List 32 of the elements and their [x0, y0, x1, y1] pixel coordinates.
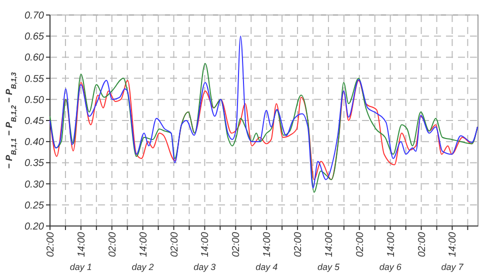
- y-tick-label: 0.70: [24, 10, 44, 22]
- x2-tick-label: day 1: [70, 262, 92, 272]
- x-tick-label: 14:00: [448, 232, 459, 258]
- x-tick-label: 02:00: [107, 232, 118, 258]
- x-tick-label: 14:00: [324, 232, 335, 258]
- y-tick-label: 0.55: [24, 74, 44, 85]
- x-tick-label: 14:00: [76, 232, 88, 258]
- x-tick-label: 02:00: [231, 232, 242, 258]
- x2-tick-label: day 6: [379, 262, 402, 272]
- x-tick-label: 02:00: [169, 232, 180, 258]
- y-tick-label: 0.35: [24, 158, 44, 170]
- x-tick-label: 02:00: [46, 232, 56, 258]
- y-tick-label: 0.30: [24, 179, 44, 190]
- x-tick-label: 14:00: [386, 232, 397, 258]
- y-tick-label: 0.40: [24, 137, 44, 148]
- x2-tick-label: day 7: [441, 262, 464, 272]
- x2-tick-label: day 5: [317, 262, 340, 272]
- x-tick-label: 14:00: [138, 232, 150, 258]
- y-tick-label: 0.60: [24, 52, 44, 64]
- x2-tick-label: day 3: [194, 262, 216, 272]
- x-tick-label: 02:00: [354, 232, 366, 258]
- x2-tick-label: day 4: [256, 262, 278, 272]
- y-tick-label: 0.50: [24, 94, 44, 106]
- x2-tick-label: day 2: [132, 262, 154, 272]
- y-tick-label: 0.65: [24, 32, 44, 43]
- x-tick-label: 14:00: [262, 232, 274, 258]
- y-tick-label: 0.25: [24, 200, 44, 212]
- x-tick-label: 14:00: [200, 232, 212, 258]
- x-tick-label: 02:00: [416, 232, 428, 258]
- y-tick-label: 0.20: [24, 222, 44, 232]
- x-tick-label: 02:00: [293, 232, 304, 258]
- y-tick-label: 0.45: [24, 116, 44, 127]
